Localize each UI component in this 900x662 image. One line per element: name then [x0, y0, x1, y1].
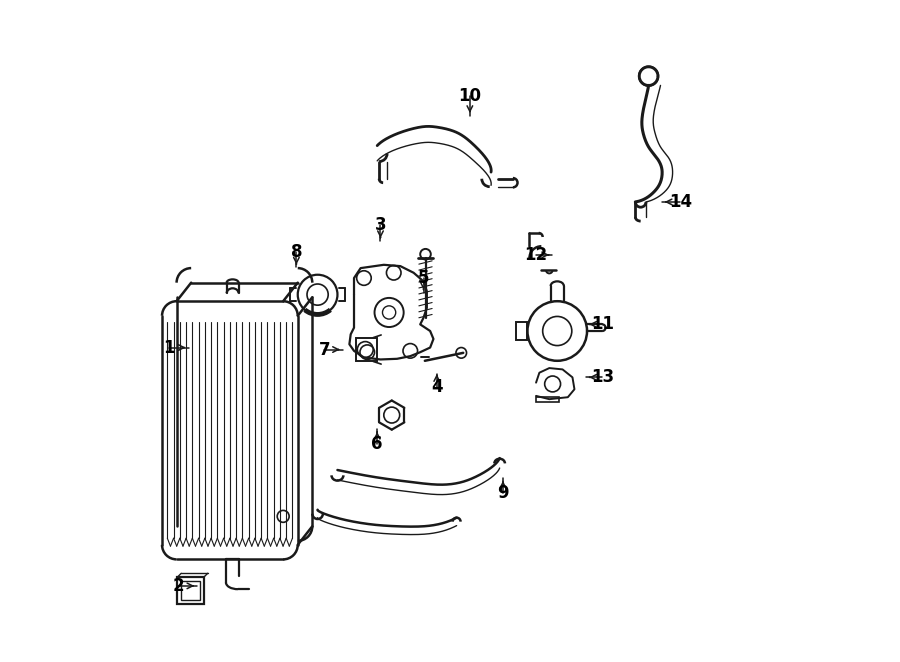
Text: 3: 3	[374, 216, 386, 234]
Text: 5: 5	[418, 269, 429, 287]
Text: 8: 8	[291, 242, 302, 261]
Text: 1: 1	[163, 338, 175, 357]
Text: 10: 10	[458, 87, 482, 105]
Text: 13: 13	[590, 368, 614, 387]
Text: 6: 6	[372, 434, 382, 453]
Text: 2: 2	[173, 577, 184, 595]
Text: 4: 4	[431, 378, 443, 397]
Text: 11: 11	[590, 315, 614, 334]
Text: 12: 12	[525, 246, 547, 264]
Text: 7: 7	[319, 340, 330, 359]
Text: 14: 14	[669, 193, 692, 211]
Text: 9: 9	[497, 484, 508, 502]
